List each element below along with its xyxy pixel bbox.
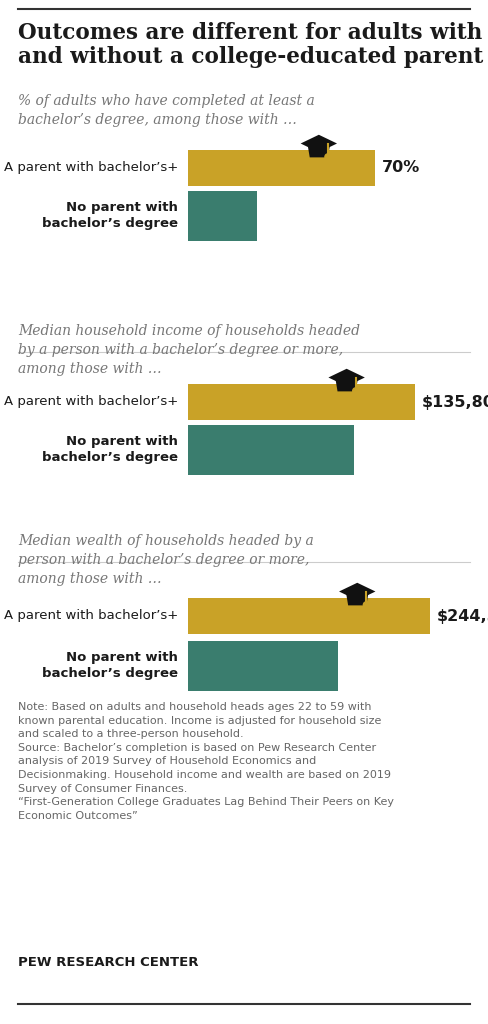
Text: $152,000: $152,000 xyxy=(198,658,278,674)
Bar xyxy=(188,150,375,186)
Text: $244,500: $244,500 xyxy=(437,608,488,624)
Bar xyxy=(188,384,415,420)
Polygon shape xyxy=(339,583,375,600)
Text: A parent with bachelor’s+: A parent with bachelor’s+ xyxy=(4,395,178,409)
Text: A parent with bachelor’s+: A parent with bachelor’s+ xyxy=(4,609,178,623)
Polygon shape xyxy=(346,594,368,605)
Circle shape xyxy=(353,388,359,394)
Circle shape xyxy=(364,602,369,608)
Bar xyxy=(188,598,430,634)
Polygon shape xyxy=(301,135,337,153)
Text: Outcomes are different for adults with: Outcomes are different for adults with xyxy=(18,22,482,44)
Polygon shape xyxy=(336,380,358,391)
Polygon shape xyxy=(328,369,365,386)
Text: $99,600: $99,600 xyxy=(198,442,267,458)
Text: No parent with
bachelor’s degree: No parent with bachelor’s degree xyxy=(42,435,178,465)
Text: Median household income of households headed
by a person with a bachelor’s degre: Median household income of households he… xyxy=(18,324,360,376)
Bar xyxy=(188,425,354,475)
Bar xyxy=(188,641,338,691)
Text: A parent with bachelor’s+: A parent with bachelor’s+ xyxy=(4,162,178,174)
Text: No parent with
bachelor’s degree: No parent with bachelor’s degree xyxy=(42,651,178,681)
Circle shape xyxy=(325,154,331,160)
Text: Note: Based on adults and household heads ages 22 to 59 with
known parental educ: Note: Based on adults and household head… xyxy=(18,702,394,821)
Bar xyxy=(188,191,258,241)
Text: and without a college-educated parent: and without a college-educated parent xyxy=(18,46,483,68)
Text: PEW RESEARCH CENTER: PEW RESEARCH CENTER xyxy=(18,956,199,969)
Text: Median wealth of households headed by a
person with a bachelor’s degree or more,: Median wealth of households headed by a … xyxy=(18,534,314,586)
Text: 26%: 26% xyxy=(198,209,235,223)
Text: No parent with
bachelor’s degree: No parent with bachelor’s degree xyxy=(42,202,178,230)
Text: 70%: 70% xyxy=(382,161,420,175)
Polygon shape xyxy=(308,145,330,158)
Text: $135,800: $135,800 xyxy=(422,394,488,410)
Text: % of adults who have completed at least a
bachelor’s degree, among those with …: % of adults who have completed at least … xyxy=(18,94,315,127)
